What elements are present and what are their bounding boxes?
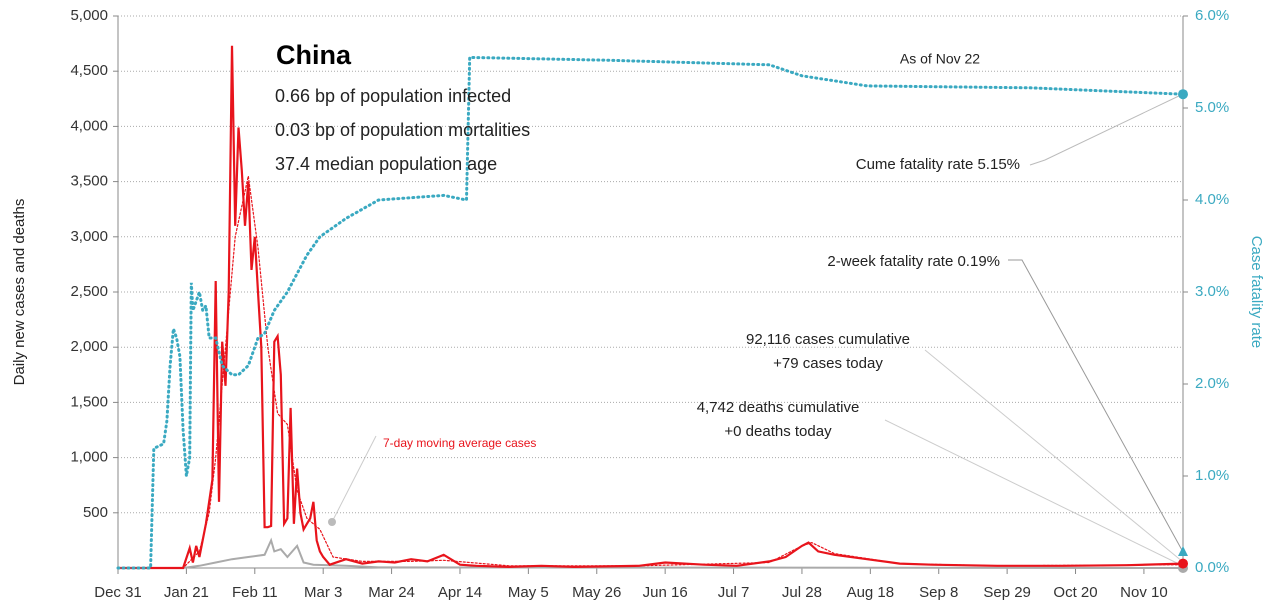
- x-tick-label: Aug 18: [847, 584, 895, 601]
- y-tick-label: 2,500: [70, 283, 108, 300]
- leader-dot: [328, 518, 336, 526]
- annotation: As of Nov 22: [900, 51, 980, 67]
- x-tick-label: Sep 8: [919, 584, 958, 601]
- x-tick-label: Jun 16: [643, 584, 688, 601]
- x-tick-label: Sep 29: [983, 584, 1031, 601]
- x-tick-label: Dec 31: [94, 584, 142, 601]
- y2-tick-label: 0.0%: [1195, 559, 1229, 576]
- annotation: +79 cases today: [773, 355, 883, 372]
- series-line: [116, 45, 1185, 570]
- x-tick-label: Nov 10: [1120, 584, 1168, 601]
- y-axis-label: Daily new cases and deaths: [11, 199, 28, 386]
- series-line: [116, 55, 1185, 570]
- x-tick-label: May 5: [508, 584, 549, 601]
- annotation: 0.66 bp of population infected: [275, 86, 511, 106]
- marker: [1178, 546, 1188, 556]
- y-tick-label: 3,500: [70, 173, 108, 190]
- y2-tick-label: 4.0%: [1195, 191, 1229, 208]
- y-tick-label: 500: [83, 504, 108, 521]
- leader-line: [331, 435, 377, 523]
- x-tick-label: May 26: [572, 584, 621, 601]
- annotation: China: [276, 40, 352, 70]
- leader-line: [1008, 259, 1184, 553]
- y-tick-label: 2,000: [70, 338, 108, 355]
- annotation: +0 deaths today: [724, 423, 832, 440]
- end-marker: [1178, 558, 1188, 569]
- y-tick-label: 1,000: [70, 449, 108, 466]
- leader-line: [884, 419, 1184, 567]
- leader-line: [924, 349, 1184, 563]
- y2-tick-label: 2.0%: [1195, 375, 1229, 392]
- x-tick-label: Oct 20: [1053, 584, 1097, 601]
- y2-tick-label: 6.0%: [1195, 7, 1229, 24]
- series-line: [117, 537, 1184, 569]
- annotation: 2-week fatality rate 0.19%: [827, 253, 1000, 270]
- x-tick-label: Mar 24: [368, 584, 415, 601]
- x-tick-label: Mar 3: [304, 584, 342, 601]
- x-tick-label: Feb 11: [232, 584, 278, 601]
- leader-line: [1029, 93, 1184, 166]
- y2-tick-label: 3.0%: [1195, 283, 1229, 300]
- annotation: 4,742 deaths cumulative: [697, 399, 860, 416]
- annotation: 0.03 bp of population mortalities: [275, 120, 530, 140]
- y-tick-label: 4,000: [70, 117, 108, 134]
- x-tick-label: Jul 7: [718, 584, 750, 601]
- y2-tick-label: 1.0%: [1195, 467, 1229, 484]
- y-tick-label: 4,500: [70, 62, 108, 79]
- y-tick-label: 1,500: [70, 393, 108, 410]
- annotation: 37.4 median population age: [275, 154, 497, 174]
- x-tick-label: Jan 21: [164, 584, 209, 601]
- end-marker: [1178, 89, 1188, 100]
- y-tick-label: 5,000: [70, 7, 108, 24]
- y2-tick-label: 5.0%: [1195, 99, 1229, 116]
- x-tick-label: Apr 14: [438, 584, 482, 601]
- legend-label: 7-day moving average cases: [383, 436, 536, 450]
- series-line: [117, 175, 1184, 569]
- annotation: 92,116 cases cumulative: [746, 331, 910, 348]
- annotation: Cume fatality rate 5.15%: [856, 156, 1020, 173]
- x-tick-label: Jul 28: [782, 584, 822, 601]
- y2-axis-label: Case fatality rate: [1248, 236, 1265, 349]
- y-tick-label: 3,000: [70, 228, 108, 245]
